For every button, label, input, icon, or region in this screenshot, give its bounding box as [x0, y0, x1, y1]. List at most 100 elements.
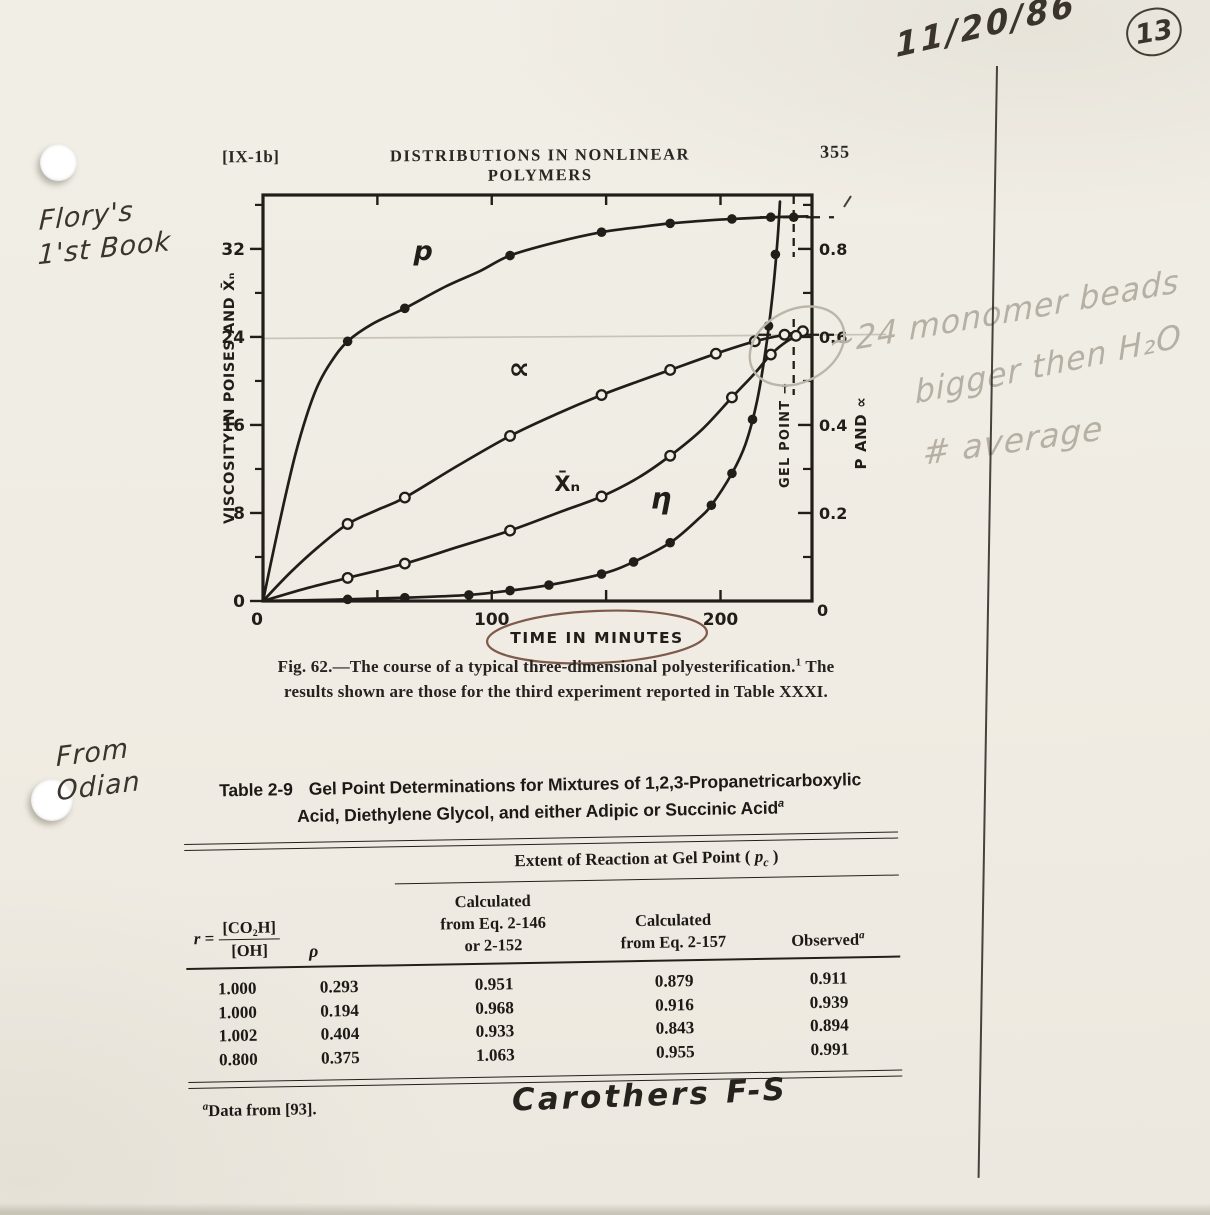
table-2-9: Table 2-9 Gel Point Determinations for Mi… — [183, 766, 903, 1122]
data-point-alpha — [504, 430, 517, 442]
table-cell: 1.063 — [475, 1045, 515, 1065]
chart-series-xn: X̄ₙ — [261, 329, 802, 603]
data-point-p — [766, 212, 776, 223]
chart-series-eta: η — [261, 200, 782, 605]
table-title: Table 2-9 Gel Point Determinations for Mi… — [183, 766, 898, 833]
spanning-header: Extent of Reaction at Gel Point ( pc ) — [514, 846, 779, 871]
table-cell: 0.933 — [475, 1021, 515, 1042]
data-point-eta — [665, 537, 675, 548]
handwritten-source-note: From Odian — [55, 733, 141, 808]
data-point-eta — [505, 585, 515, 596]
data-point-xn — [790, 329, 802, 342]
svg-text:200: 200 — [703, 610, 739, 630]
data-point-xn — [664, 449, 677, 462]
pencil-note-line3: # average — [922, 408, 1105, 473]
table-cell: 0.911 — [809, 968, 848, 989]
data-point-xn — [398, 557, 411, 570]
column-header-eq-2-157: Calculated from Eq. 2-157 — [620, 909, 727, 953]
pen-vertical-rule — [977, 65, 998, 1178]
column-header-eq-2-146: Calculated from Eq. 2-146 or 2-152 — [440, 890, 547, 956]
table-title-footnote-marker: a — [777, 797, 785, 810]
table-cell: 0.375 — [320, 1047, 360, 1068]
table-cell: 1.002 — [218, 1026, 258, 1046]
column-header-rho: ρ — [308, 941, 319, 962]
table-title-line2: Acid, Diethylene Glycol, and either Adip… — [296, 797, 779, 827]
table-cell: 0.916 — [655, 995, 695, 1015]
caption-line1: Fig. 62.—The course of a typical three-d… — [277, 657, 796, 676]
data-point-alpha — [664, 363, 677, 376]
data-point-eta — [342, 594, 353, 605]
caption-footnote-marker: 1 — [795, 656, 802, 669]
table-cell: 0.991 — [810, 1039, 850, 1060]
table-title-line1: Gel Point Determinations for Mixtures of… — [308, 769, 862, 799]
pen-stray-mark — [843, 195, 852, 208]
table-cell: 1.000 — [217, 979, 257, 999]
data-point-alpha — [595, 389, 608, 401]
data-point-eta — [747, 414, 758, 425]
table-cell: 0.404 — [320, 1024, 360, 1045]
table-cell: 0.939 — [809, 992, 849, 1013]
data-point-eta — [544, 580, 554, 590]
table-cell: 0.194 — [320, 1000, 360, 1021]
figure-caption: Fig. 62.—The course of a typical three-d… — [222, 655, 890, 704]
table-cell: 1.000 — [218, 1002, 258, 1023]
table-label: Table 2-9 — [218, 779, 293, 801]
column-header-observed: Observeda — [791, 928, 865, 950]
svg-text:VISCOSITY IN POISES AND X̄ₙ: VISCOSITY IN POISES AND X̄ₙ — [219, 272, 238, 524]
data-point-xn — [595, 490, 608, 503]
data-point-eta — [727, 468, 737, 479]
table-body: 1.000 0.293 0.951 0.879 0.911 1.000 0.194 0.968… — [186, 958, 902, 1082]
caption-line1-end: The — [801, 657, 835, 676]
svg-text:0.8: 0.8 — [819, 240, 847, 259]
chart-axes-ticks: 0 8 16 24 32 0.2 0.4 0.6 0.8 0 100 200 0 — [221, 195, 847, 630]
column-header-ratio: r = [CO₂H] [OH] — [185, 917, 281, 969]
chart-series-p: p — [261, 212, 809, 603]
data-point-p — [505, 250, 515, 261]
spanning-header-group: Extent of Reaction at Gel Point ( pc ) C… — [394, 845, 900, 965]
table-cell: 0.894 — [809, 1015, 849, 1036]
table-cell: 0.955 — [655, 1042, 695, 1062]
table-cell: 0.293 — [319, 977, 359, 998]
handwritten-date: 11/20/86 — [894, 0, 1078, 66]
ratio-fraction: [CO₂H] [OH] — [218, 917, 281, 962]
data-point-p — [342, 336, 353, 347]
data-point-xn — [725, 391, 738, 404]
series-label-xn: X̄ₙ — [554, 471, 580, 496]
svg-text:0: 0 — [251, 610, 263, 630]
svg-text:0.6: 0.6 — [819, 328, 847, 347]
pencil-circle-gel-point — [748, 305, 846, 387]
svg-text:32: 32 — [221, 240, 245, 260]
caption-line2: results shown are those for the third ex… — [284, 681, 828, 701]
hole-punch-top — [40, 144, 77, 181]
series-label-alpha: ∝ — [509, 352, 530, 387]
running-title: DISTRIBUTIONS IN NONLINEAR POLYMERS — [389, 144, 691, 185]
data-point-xn — [504, 524, 517, 537]
svg-text:TIME IN MINUTES: TIME IN MINUTES — [510, 629, 683, 647]
table-cell: 0.951 — [474, 974, 514, 995]
data-point-p — [596, 227, 607, 237]
svg-text:16: 16 — [221, 416, 245, 436]
table-header: r = [CO₂H] [OH] ρ Extent of Reaction at G… — [184, 839, 900, 969]
svg-text:P AND ∝: P AND ∝ — [852, 397, 870, 470]
hole-punch-bottom — [31, 779, 73, 821]
data-point-alpha — [398, 491, 411, 504]
svg-text:GEL POINT →: GEL POINT → — [778, 382, 793, 488]
chart-axis-titles: VISCOSITY IN POISES AND X̄ₙ P AND ∝ TIME I… — [219, 272, 870, 647]
sub-headers: Calculated from Eq. 2-146 or 2-152 Calcu… — [395, 883, 900, 963]
data-point-eta — [464, 590, 474, 600]
svg-text:0.4: 0.4 — [819, 416, 847, 435]
data-point-p — [727, 214, 737, 224]
table-cell: 0.843 — [655, 1018, 695, 1039]
data-point-eta — [628, 557, 639, 567]
table-cell: 0.879 — [654, 971, 694, 992]
data-point-eta — [770, 249, 781, 260]
svg-text:8: 8 — [233, 504, 245, 524]
series-label-p: p — [412, 236, 432, 267]
book-page-number: 355 — [820, 141, 851, 162]
data-point-alpha — [778, 328, 791, 341]
data-point-xn — [341, 571, 354, 584]
svg-text:100: 100 — [474, 610, 510, 630]
sheet-number: 13 — [1132, 13, 1176, 51]
data-point-p — [400, 303, 410, 314]
data-point-p — [665, 218, 675, 229]
